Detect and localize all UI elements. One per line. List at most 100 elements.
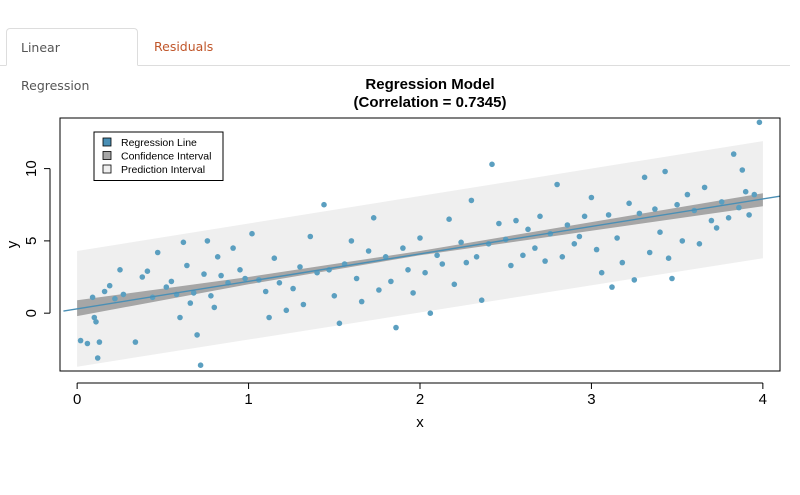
data-point xyxy=(593,246,600,253)
data-point xyxy=(713,225,720,231)
data-point xyxy=(679,238,686,244)
data-point xyxy=(451,281,458,288)
data-point xyxy=(283,307,290,314)
data-point xyxy=(619,259,626,266)
data-point xyxy=(605,212,612,218)
tab-divider xyxy=(0,65,790,66)
data-point xyxy=(410,290,416,296)
data-point xyxy=(422,269,428,276)
data-point xyxy=(684,191,691,198)
data-point xyxy=(463,259,470,266)
data-point xyxy=(307,233,314,240)
data-point xyxy=(208,293,214,299)
data-point xyxy=(751,191,758,198)
data-point xyxy=(204,238,211,244)
data-point xyxy=(187,300,194,306)
data-point xyxy=(276,280,283,286)
data-point xyxy=(376,287,382,293)
data-point xyxy=(730,151,737,157)
tab-bar: Linear Regression Residuals xyxy=(0,0,800,93)
data-point xyxy=(112,295,118,302)
regression-line xyxy=(63,195,781,312)
data-point xyxy=(739,167,746,173)
data-point xyxy=(237,267,243,273)
data-point xyxy=(117,267,123,273)
data-point xyxy=(94,355,101,361)
data-point xyxy=(290,285,296,292)
data-point xyxy=(662,168,668,175)
data-point xyxy=(725,215,732,221)
y-tick-label: 5 xyxy=(23,237,40,245)
data-point xyxy=(458,239,464,246)
data-point xyxy=(120,291,127,298)
data-point xyxy=(230,245,236,251)
data-point xyxy=(532,245,538,251)
data-point xyxy=(262,288,269,295)
y-tick-label: 0 xyxy=(23,309,40,317)
data-point xyxy=(249,230,255,237)
data-point xyxy=(144,268,151,274)
data-point xyxy=(736,204,742,211)
plot-frame xyxy=(59,117,781,372)
data-point xyxy=(405,267,411,273)
data-point xyxy=(576,233,583,240)
data-point xyxy=(468,197,475,204)
data-point xyxy=(93,319,99,325)
data-point xyxy=(636,210,643,217)
data-point xyxy=(746,212,752,218)
data-point xyxy=(542,258,548,264)
data-point xyxy=(674,201,680,208)
data-point xyxy=(370,215,377,221)
data-point xyxy=(701,184,708,191)
data-point xyxy=(708,217,715,224)
data-point xyxy=(554,181,560,188)
data-point xyxy=(508,262,514,269)
chart-subtitle: (Correlation = 0.7345) xyxy=(354,94,507,111)
data-point xyxy=(101,288,108,295)
data-point xyxy=(427,310,434,316)
legend: Regression Line Confidence IntervalPredic… xyxy=(93,131,224,181)
data-point xyxy=(348,238,355,244)
regression-line-group xyxy=(63,195,781,312)
data-point xyxy=(180,239,187,246)
data-point xyxy=(446,216,452,222)
data-point xyxy=(489,161,495,168)
x-tick-label: 0 xyxy=(73,391,81,408)
data-point xyxy=(177,314,183,321)
data-point xyxy=(646,249,653,256)
x-tick-label: 3 xyxy=(587,391,595,408)
legend-label-prediction: Prediction Interval xyxy=(121,164,205,176)
data-point xyxy=(756,119,763,126)
data-point xyxy=(382,254,389,260)
data-points xyxy=(77,119,763,369)
data-point xyxy=(271,255,278,261)
data-point xyxy=(598,269,605,276)
data-point xyxy=(669,275,675,282)
data-point xyxy=(537,213,543,220)
data-point xyxy=(665,255,672,261)
data-point xyxy=(641,174,648,181)
legend-box xyxy=(93,131,224,181)
data-point xyxy=(321,201,327,208)
data-point xyxy=(194,332,200,338)
data-point xyxy=(439,261,446,267)
data-point xyxy=(513,217,519,224)
data-point xyxy=(400,245,406,251)
tab-linear-regression[interactable]: Linear Regression xyxy=(6,28,138,93)
data-point xyxy=(614,235,620,241)
data-point xyxy=(525,226,531,233)
y-axis-label: y xyxy=(4,240,21,248)
data-point xyxy=(718,199,725,205)
data-point xyxy=(197,362,204,369)
data-point xyxy=(89,294,96,301)
data-point xyxy=(300,301,307,308)
tab-residuals[interactable]: Residuals xyxy=(154,39,214,54)
legend-label-line: Regression Line xyxy=(121,137,197,149)
data-point xyxy=(473,254,480,260)
data-point xyxy=(581,213,588,220)
data-point xyxy=(242,275,248,282)
data-point xyxy=(496,220,502,227)
data-point xyxy=(609,284,615,290)
data-point xyxy=(266,314,272,321)
data-point xyxy=(201,271,207,277)
